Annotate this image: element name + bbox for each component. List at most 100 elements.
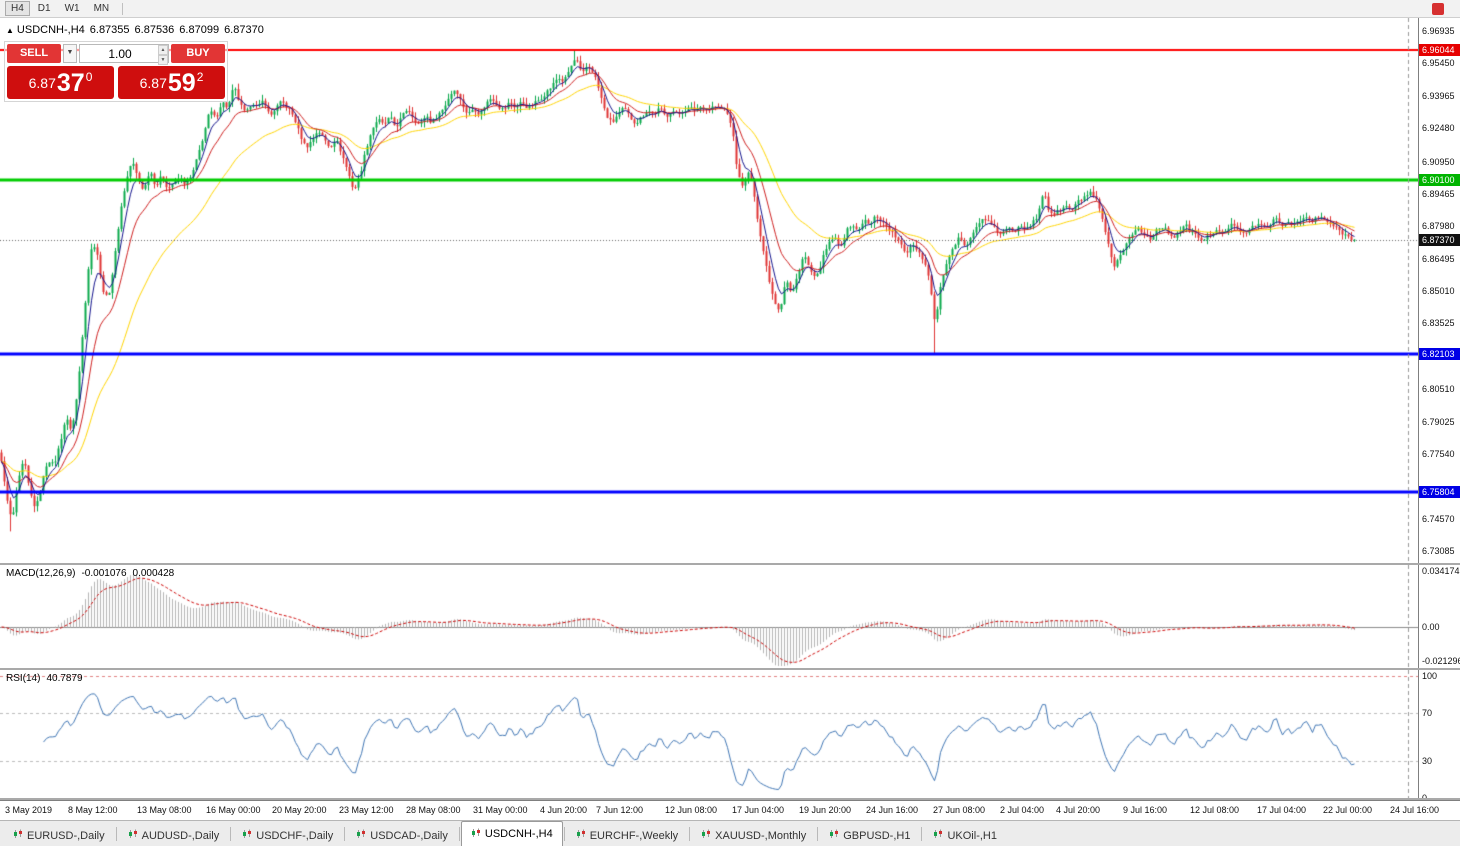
timeframe-buttons: H4 D1 W1 MN xyxy=(4,1,116,16)
time-axis-label: 23 May 12:00 xyxy=(339,805,394,815)
ohlc-open: 6.87355 xyxy=(89,24,130,36)
tab-separator xyxy=(230,826,232,841)
timeframe-button-w1[interactable]: W1 xyxy=(64,3,80,14)
rsi-name: RSI(14) xyxy=(6,673,41,684)
sell-price-box[interactable]: 6.87 37 0 xyxy=(7,66,114,99)
chart-tab-icon xyxy=(242,829,252,842)
time-axis-label: 28 May 08:00 xyxy=(406,805,461,815)
tab-separator xyxy=(921,826,923,841)
chart-tab-icon xyxy=(13,829,23,842)
rsi-axis-label: 100 xyxy=(1422,671,1438,681)
price-axis-label: 6.86495 xyxy=(1422,253,1455,264)
chart-tab[interactable]: UKOil-,H1 xyxy=(923,824,1007,846)
macd-title: MACD(12,26,9) -0.001076 0.000428 xyxy=(6,568,180,579)
chart-tab-label: UKOil-,H1 xyxy=(947,829,997,842)
chart-tab-icon xyxy=(829,829,839,842)
buy-price-prefix: 6.87 xyxy=(139,74,167,91)
sell-price-sup: 0 xyxy=(85,70,93,84)
time-axis-label: 9 Jul 16:00 xyxy=(1123,805,1168,815)
price-axis-label: 6.96935 xyxy=(1422,25,1455,36)
price-axis-badge: 6.87370 xyxy=(1419,233,1460,246)
chart-tab[interactable]: USDCAD-,Daily xyxy=(346,824,458,846)
chart-tab-icon xyxy=(701,829,711,842)
rsi-panel: RSI(14) 40.7879 xyxy=(0,670,1418,798)
rsi-axis-label: 70 xyxy=(1422,707,1433,718)
price-axis-label: 6.95450 xyxy=(1422,58,1455,69)
toolbar-right-icon[interactable] xyxy=(1432,3,1444,15)
time-axis-label: 24 Jul 16:00 xyxy=(1390,805,1440,815)
chart-tab-icon xyxy=(576,829,586,842)
macd-value-signal: 0.000428 xyxy=(132,568,175,579)
sell-price-big: 37 xyxy=(56,68,85,97)
chart-tab-icon xyxy=(128,829,138,842)
price-axis-label: 6.90950 xyxy=(1422,156,1455,167)
time-axis-label: 7 Jun 12:00 xyxy=(596,805,644,815)
sell-price-prefix: 6.87 xyxy=(28,74,56,91)
price-chart-panel: ▲ USDCNH-,H4 6.87355 6.87536 6.87099 6.87370 … xyxy=(0,18,1418,563)
chart-tab-icon xyxy=(933,829,943,842)
time-axis-label: 17 Jul 04:00 xyxy=(1257,805,1307,815)
price-axis-label: 6.92480 xyxy=(1422,123,1455,134)
chart-tab-label: USDCHF-,Daily xyxy=(256,829,334,842)
macd-axis-label: -0.021296 xyxy=(1422,656,1460,666)
price-axis-label: 6.83525 xyxy=(1422,318,1455,329)
buy-button[interactable]: BUY xyxy=(171,44,225,63)
chart-tab[interactable]: EURUSD-,Daily xyxy=(3,824,115,846)
time-axis-label: 20 May 20:00 xyxy=(272,805,327,815)
period-toolbar: H4 D1 W1 MN xyxy=(0,0,1460,18)
rsi-canvas[interactable] xyxy=(0,670,1418,798)
chart-tab-label: AUDUSD-,Daily xyxy=(141,829,220,842)
price-axis-label: 6.80510 xyxy=(1422,384,1455,395)
chart-tab-label: USDCNH-,H4 xyxy=(484,828,553,840)
time-axis-label: 16 May 00:00 xyxy=(206,805,261,815)
time-axis-label: 13 May 08:00 xyxy=(137,805,192,815)
timeframe-button-mn[interactable]: MN xyxy=(93,3,110,14)
volume-input[interactable] xyxy=(80,45,168,63)
price-axis-label: 6.85010 xyxy=(1422,286,1455,297)
one-click-trading-widget: SELL ▼ ▲ ▼ BUY 6.87 37 0 6.8 xyxy=(4,41,228,102)
ohlc-header: ▲ USDCNH-,H4 6.87355 6.87536 6.87099 6.87370 xyxy=(6,24,269,36)
toolbar-separator xyxy=(122,2,124,15)
chart-tab[interactable]: USDCNH-,H4 xyxy=(460,821,563,846)
chart-tab[interactable]: USDCHF-,Daily xyxy=(232,824,343,846)
chart-tab[interactable]: XAUUSD-,Monthly xyxy=(691,824,816,846)
macd-name: MACD(12,26,9) xyxy=(6,568,76,579)
timeframe-button-d1[interactable]: D1 xyxy=(37,3,51,14)
volume-step-up-icon[interactable]: ▲ xyxy=(158,45,168,55)
time-axis-label: 3 May 2019 xyxy=(5,805,53,815)
time-axis-label: 12 Jun 08:00 xyxy=(665,805,718,815)
volume-dropdown-button[interactable]: ▼ xyxy=(63,44,77,63)
timeframe-button-h4[interactable]: H4 xyxy=(5,1,30,16)
macd-canvas[interactable] xyxy=(0,565,1418,668)
time-axis-label: 31 May 00:00 xyxy=(473,805,528,815)
tab-separator xyxy=(344,826,346,841)
time-scale[interactable]: 3 May 2019 8 May 12:00 13 May 08:00 16 May … xyxy=(0,800,1460,820)
ohlc-low: 6.87099 xyxy=(179,24,220,36)
buy-price-box[interactable]: 6.87 59 2 xyxy=(118,66,225,99)
price-axis-label: 6.89465 xyxy=(1422,188,1455,199)
symbol-marker-icon: ▲ xyxy=(6,26,14,35)
price-scale[interactable]: 6.96935 6.95450 6.93965 6.92480 6.90950 6.894… xyxy=(1418,18,1460,803)
panel-separator[interactable] xyxy=(0,563,1460,565)
chart-tab-label: XAUUSD-,Monthly xyxy=(715,829,807,842)
price-axis-label: 6.74570 xyxy=(1422,513,1455,524)
chart-tab[interactable]: GBPUSD-,H1 xyxy=(819,824,920,846)
time-axis-label: 22 Jul 00:00 xyxy=(1323,805,1373,815)
macd-value-main: -0.001076 xyxy=(81,568,127,579)
chart-tab[interactable]: EURCHF-,Weekly xyxy=(566,824,688,846)
tab-separator xyxy=(817,826,819,841)
panel-separator[interactable] xyxy=(0,668,1460,670)
time-axis-label: 24 Jun 16:00 xyxy=(866,805,919,815)
volume-step-down-icon[interactable]: ▼ xyxy=(158,55,168,65)
macd-panel: MACD(12,26,9) -0.001076 0.000428 xyxy=(0,565,1418,668)
buy-price-big: 59 xyxy=(167,68,196,97)
price-axis-label: 6.79025 xyxy=(1422,416,1455,427)
chart-tab-label: EURUSD-,Daily xyxy=(27,829,105,842)
price-chart-canvas[interactable] xyxy=(0,18,1418,563)
time-axis-label: 27 Jun 08:00 xyxy=(933,805,986,815)
sell-button[interactable]: SELL xyxy=(7,44,61,63)
chart-tab[interactable]: AUDUSD-,Daily xyxy=(118,824,230,846)
price-axis-badge: 6.82103 xyxy=(1419,348,1460,361)
price-axis-badge: 6.75804 xyxy=(1419,485,1460,498)
